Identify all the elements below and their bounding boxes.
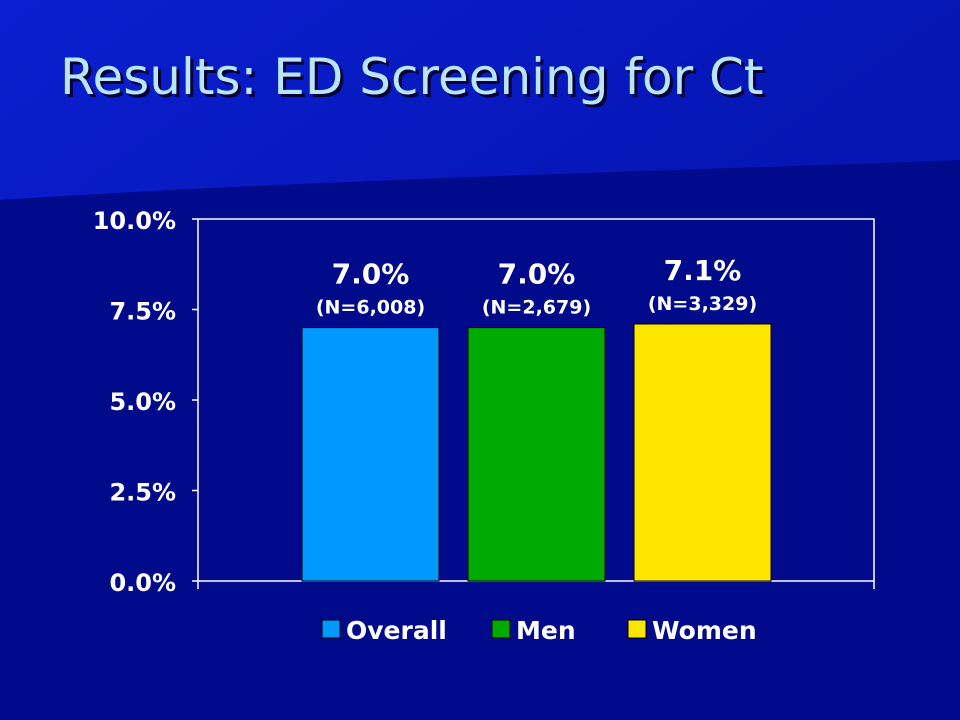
bar-men [467,327,606,582]
y-tick-label: 2.5% [109,479,176,507]
y-axis: 0.0% 2.5% 5.0% 7.5% 10.0% [93,207,198,597]
bar-value-label: 7.0% [332,258,410,291]
y-tick-label: 5.0% [109,388,176,416]
legend-label-men: Men [516,616,576,645]
bar-overall [301,327,440,582]
legend-swatch-men [491,619,511,639]
slide-title: Results: ED Screening for Ct [60,48,764,106]
y-tick-label: 0.0% [109,569,176,597]
legend-label-overall: Overall [346,616,447,645]
bar-value-label: 7.1% [664,254,742,287]
legend: Overall Men Women [321,616,757,645]
legend-swatch-overall [321,619,341,639]
bar-n-label: (N=3,329) [648,293,757,315]
data-labels-group: 7.0% (N=6,008) 7.0% (N=2,679) 7.1% (N=3,329) [316,254,757,319]
bar-n-label: (N=6,008) [316,297,425,319]
bar-value-label: 7.0% [498,258,576,291]
bars-group [301,323,772,582]
legend-swatch-women [627,619,647,639]
y-tick-label: 10.0% [93,207,176,235]
legend-label-women: Women [652,616,757,645]
bar-n-label: (N=2,679) [482,297,591,319]
bar-women [633,323,772,582]
y-tick-label: 7.5% [109,298,176,326]
